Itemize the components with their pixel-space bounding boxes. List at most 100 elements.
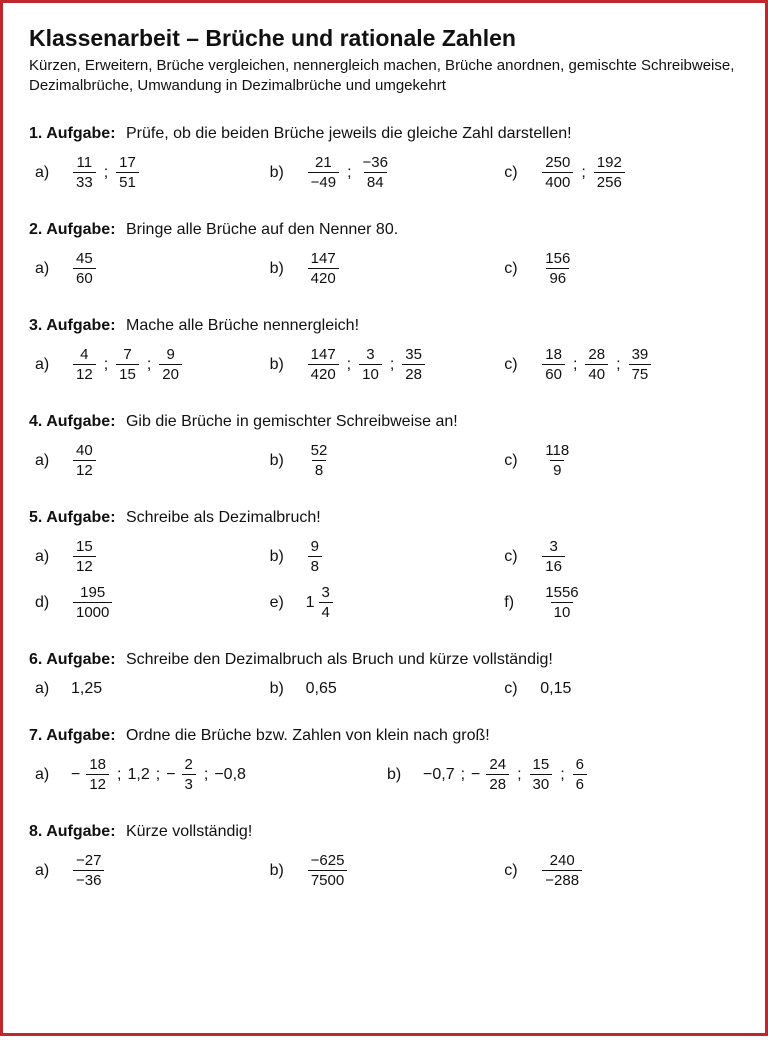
part-letter: c) [504, 260, 522, 278]
fraction: 1951000 [73, 584, 112, 622]
expression: − 1812 ; 1,2 ; − 23 ; −0,8 [71, 756, 246, 794]
task-cell-c: c) 15696 [504, 250, 739, 288]
mixed-number: 1 34 [306, 584, 335, 622]
task-cell-c: c) 240−288 [504, 852, 739, 890]
part-letter: a) [35, 260, 53, 278]
fraction: 4012 [73, 442, 96, 480]
task-4: 4. Aufgabe: Gib die Brüche in gemischter… [29, 413, 739, 483]
fraction: 1812 [86, 756, 109, 794]
expression: 1860 ; 2840 ; 3975 [540, 346, 653, 384]
fraction: 1751 [116, 154, 139, 192]
expression: 147420 ; 310 ; 3528 [306, 346, 427, 384]
task-row: a) 1,25 b) 0,65 c) 0,15 [29, 677, 739, 701]
task-cell-e: e) 1 34 [270, 584, 505, 622]
fraction: 528 [308, 442, 331, 480]
task-cell-c: c) 0,15 [504, 680, 739, 698]
worksheet-frame: Klassenarbeit – Brüche und rationale Zah… [0, 0, 768, 1036]
task-cell-c: c) 1189 [504, 442, 739, 480]
fraction: 3975 [629, 346, 652, 384]
separator: ; [581, 164, 585, 182]
fraction: 920 [159, 346, 182, 384]
task-cell-c: c) 250400 ; 192256 [504, 154, 739, 192]
task-row: a) − 1812 ; 1,2 ; − 23 ; −0,8 b) −0,7 ; [29, 753, 739, 797]
task-row: a) 412 ; 715 ; 920 b) 147420 ; 310 ; 352… [29, 343, 739, 387]
expression: 412 ; 715 ; 920 [71, 346, 184, 384]
fraction: 2840 [585, 346, 608, 384]
fraction: 147420 [308, 346, 339, 384]
part-letter: a) [35, 356, 53, 374]
task-cell-d: d) 1951000 [35, 584, 270, 622]
task-cell-c: c) 1860 ; 2840 ; 3975 [504, 346, 739, 384]
task-row: a) −27−36 b) −6257500 c) 240−288 [29, 849, 739, 893]
task-text: Mache alle Brüche nennergleich! [126, 317, 359, 334]
fraction: 1133 [73, 154, 96, 192]
task-cell-b: b) 528 [270, 442, 505, 480]
task-text: Schreibe den Dezimalbruch als Bruch und … [126, 651, 553, 668]
task-cell-b: b) 0,65 [270, 680, 505, 698]
fraction: −3684 [360, 154, 391, 192]
fraction: 147420 [308, 250, 339, 288]
expression: 250400 ; 192256 [540, 154, 627, 192]
task-number: 6. Aufgabe: [29, 651, 116, 668]
task-cell-a: a) −27−36 [35, 852, 270, 890]
task-text: Schreibe als Dezimalbruch! [126, 509, 321, 526]
task-number: 1. Aufgabe: [29, 125, 116, 142]
fraction: 1530 [530, 756, 553, 794]
task-cell-f: f) 155610 [504, 584, 739, 622]
task-header: 4. Aufgabe: Gib die Brüche in gemischter… [29, 413, 739, 431]
fraction: 2428 [486, 756, 509, 794]
fraction: 3528 [402, 346, 425, 384]
task-row: a) 1133 ; 1751 b) 21−49 ; −3684 c) 25040… [29, 151, 739, 195]
task-row: a) 1512 b) 98 c) 316 [29, 535, 739, 579]
task-cell-a: a) 4560 [35, 250, 270, 288]
part-letter: b) [270, 164, 288, 182]
task-cell-c: c) 316 [504, 538, 739, 576]
task-header: 7. Aufgabe: Ordne die Brüche bzw. Zahlen… [29, 727, 739, 745]
expression: 21−49 ; −3684 [306, 154, 393, 192]
task-cell-a: a) 1,25 [35, 680, 270, 698]
fraction: 192256 [594, 154, 625, 192]
task-text: Bringe alle Brüche auf den Nenner 80. [126, 221, 398, 238]
task-row: a) 4012 b) 528 c) 1189 [29, 439, 739, 483]
task-number: 5. Aufgabe: [29, 509, 116, 526]
part-letter: c) [504, 164, 522, 182]
task-text: Kürze vollständig! [126, 823, 252, 840]
task-7: 7. Aufgabe: Ordne die Brüche bzw. Zahlen… [29, 727, 739, 797]
page-subtitle: Kürzen, Erweitern, Brüche vergleichen, n… [29, 56, 739, 97]
fraction: 15696 [542, 250, 573, 288]
task-header: 8. Aufgabe: Kürze vollständig! [29, 823, 739, 841]
task-3: 3. Aufgabe: Mache alle Brüche nennerglei… [29, 317, 739, 387]
decimal-value: 1,25 [71, 680, 102, 698]
task-2: 2. Aufgabe: Bringe alle Brüche auf den N… [29, 221, 739, 291]
task-5: 5. Aufgabe: Schreibe als Dezimalbruch! a… [29, 509, 739, 625]
task-cell-b: b) 98 [270, 538, 505, 576]
page-title: Klassenarbeit – Brüche und rationale Zah… [29, 25, 739, 52]
task-1: 1. Aufgabe: Prüfe, ob die beiden Brüche … [29, 125, 739, 195]
task-row: d) 1951000 e) 1 34 f) 155610 [29, 581, 739, 625]
task-cell-b: b) −6257500 [270, 852, 505, 890]
task-cell-b: b) 21−49 ; −3684 [270, 154, 505, 192]
task-row: a) 4560 b) 147420 c) 15696 [29, 247, 739, 291]
task-cell-a: a) − 1812 ; 1,2 ; − 23 ; −0,8 [35, 756, 387, 794]
fraction: 412 [73, 346, 96, 384]
task-text: Prüfe, ob die beiden Brüche jeweils die … [126, 125, 572, 142]
task-8: 8. Aufgabe: Kürze vollständig! a) −27−36… [29, 823, 739, 893]
task-cell-b: b) −0,7 ; − 2428 ; 1530 ; 66 [387, 756, 739, 794]
fraction: 4560 [73, 250, 96, 288]
fraction: 98 [308, 538, 322, 576]
fraction: 316 [542, 538, 565, 576]
task-header: 2. Aufgabe: Bringe alle Brüche auf den N… [29, 221, 739, 239]
task-text: Ordne die Brüche bzw. Zahlen von klein n… [126, 727, 490, 744]
expression: −0,7 ; − 2428 ; 1530 ; 66 [423, 756, 589, 794]
task-number: 4. Aufgabe: [29, 413, 116, 430]
separator: ; [104, 164, 108, 182]
decimal-value: 0,65 [306, 680, 337, 698]
part-letter: b) [270, 260, 288, 278]
task-cell-a: a) 1512 [35, 538, 270, 576]
fraction: 240−288 [542, 852, 582, 890]
fraction: −27−36 [73, 852, 104, 890]
fraction: 1512 [73, 538, 96, 576]
task-number: 7. Aufgabe: [29, 727, 116, 744]
task-header: 1. Aufgabe: Prüfe, ob die beiden Brüche … [29, 125, 739, 143]
task-header: 3. Aufgabe: Mache alle Brüche nennerglei… [29, 317, 739, 335]
